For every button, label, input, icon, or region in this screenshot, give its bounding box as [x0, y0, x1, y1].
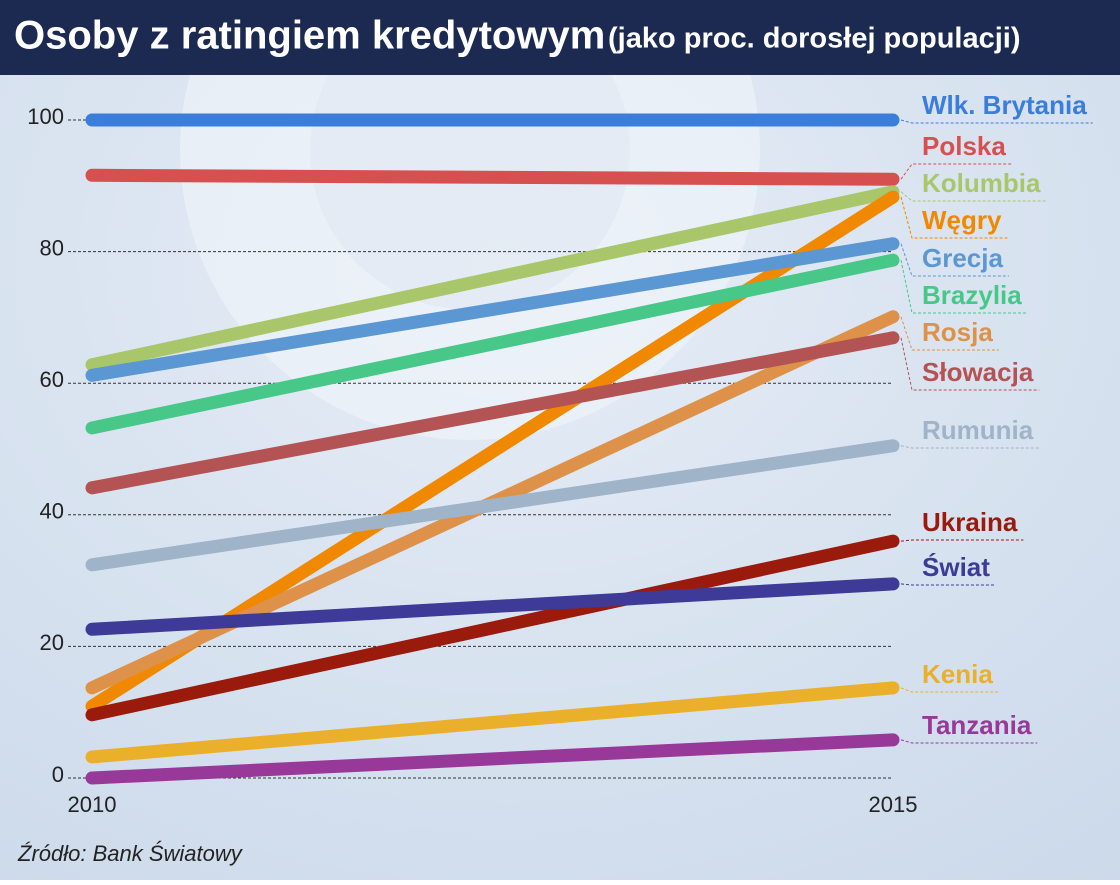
legend-label: Węgry — [922, 205, 1002, 235]
leader-line — [900, 583, 996, 586]
leader-line — [900, 539, 1024, 542]
series-line — [85, 331, 900, 495]
x-tick-label: 2015 — [869, 792, 918, 817]
leader-line — [900, 260, 1028, 314]
legend-label: Słowacja — [922, 357, 1034, 387]
legend-label: Grecja — [922, 243, 1003, 273]
y-tick-label: 60 — [40, 367, 64, 392]
leader-line — [900, 119, 1093, 124]
chart-title: Osoby z ratingiem kredytowym — [14, 14, 605, 58]
legend-label: Brazylia — [922, 280, 1022, 310]
series-line — [85, 534, 900, 722]
y-tick-label: 80 — [40, 235, 64, 260]
y-tick-label: 20 — [40, 630, 64, 655]
series-line — [85, 681, 900, 764]
leader-line — [900, 445, 1040, 449]
legend-label: Ukraina — [922, 507, 1018, 537]
series-line — [85, 168, 900, 186]
series-line — [85, 185, 900, 372]
legend-label: Rumunia — [922, 415, 1034, 445]
legend-label: Wlk. Brytania — [922, 90, 1087, 120]
chart-subtitle: (jako proc. dorosłej populacji) — [608, 23, 1021, 55]
y-tick-label: 100 — [27, 104, 64, 129]
leader-line — [900, 243, 1009, 277]
y-tick-label: 40 — [40, 499, 64, 524]
series-line — [85, 439, 900, 572]
legend-label: Świat — [922, 552, 990, 582]
leader-line — [900, 196, 1008, 239]
leader-line — [900, 163, 1012, 180]
legend-label: Tanzania — [922, 710, 1032, 740]
leader-line — [900, 687, 999, 693]
header — [0, 0, 1120, 75]
leader-line — [900, 739, 1038, 744]
y-tick-label: 0 — [52, 762, 64, 787]
legend-label: Rosja — [922, 317, 993, 347]
x-tick-label: 2010 — [68, 792, 117, 817]
series-line — [85, 577, 900, 636]
leader-line — [900, 337, 1040, 391]
legend-label: Kenia — [922, 659, 993, 689]
series-line — [85, 733, 900, 785]
legend-label: Kolumbia — [922, 168, 1041, 198]
source: Źródło: Bank Światowy — [17, 841, 244, 866]
decor — [310, 0, 630, 310]
legend-label: Polska — [922, 131, 1006, 161]
series-line — [85, 237, 900, 382]
series-line — [85, 253, 900, 435]
leader-line — [900, 316, 999, 351]
